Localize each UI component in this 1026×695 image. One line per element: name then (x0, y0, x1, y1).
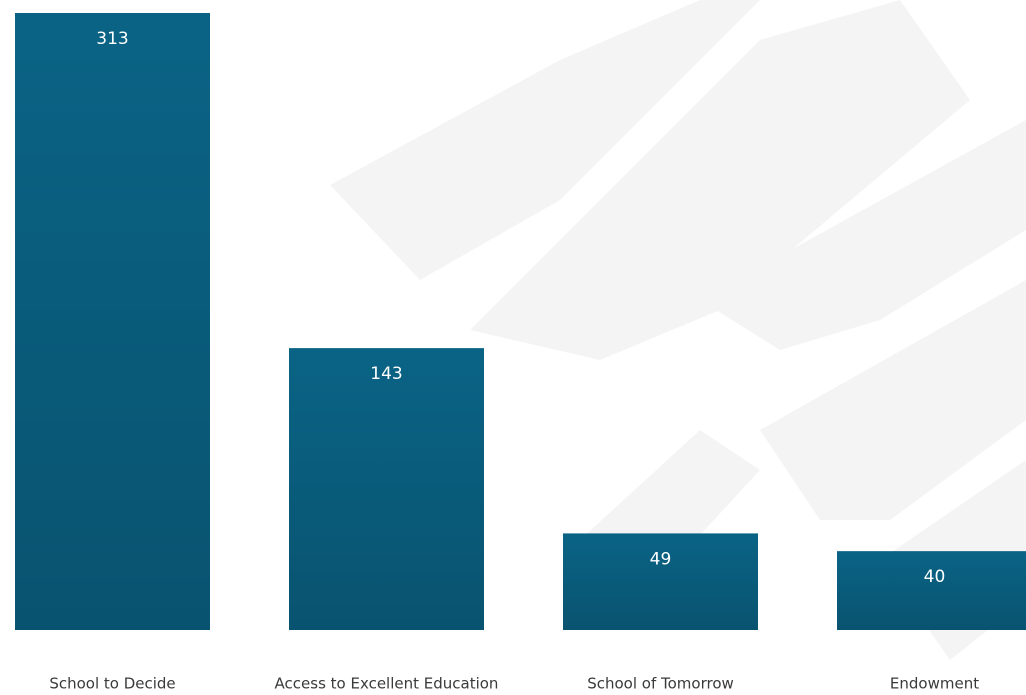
bar-shade (563, 533, 758, 630)
value-label: 40 (924, 567, 946, 587)
x-tick-label: School of Tomorrow (587, 675, 734, 693)
x-tick-label: School to Decide (49, 675, 175, 693)
x-tick-label: Access to Excellent Education (275, 675, 499, 693)
bar-shade (837, 551, 1026, 630)
bar-shade (15, 13, 210, 630)
value-label: 313 (96, 29, 128, 49)
value-label: 143 (370, 364, 402, 384)
x-tick-label: Endowment (890, 675, 979, 693)
bar-shade (289, 348, 484, 630)
value-label: 49 (650, 549, 672, 569)
